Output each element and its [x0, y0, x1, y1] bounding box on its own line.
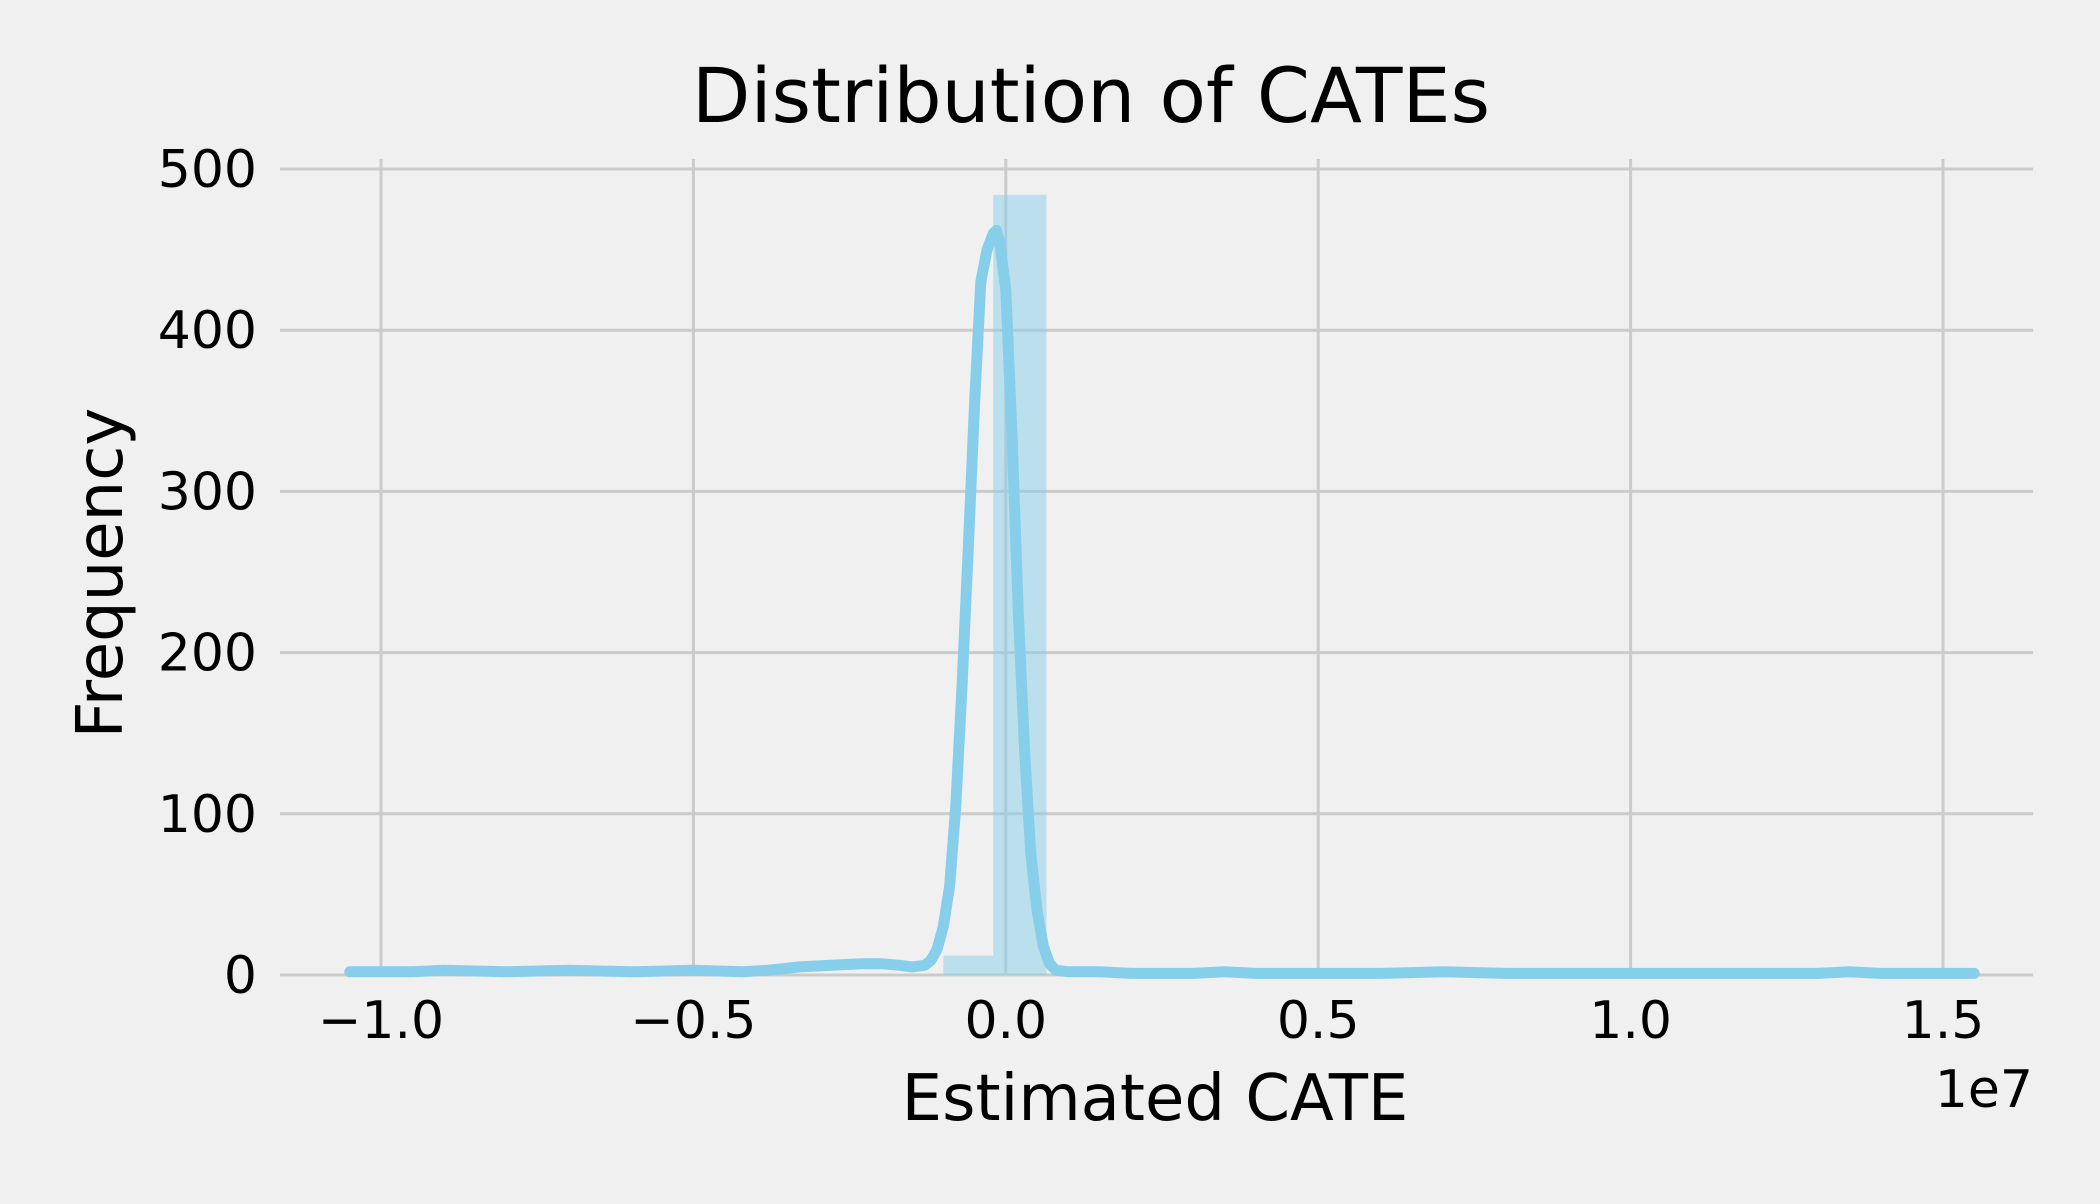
kde-line: [344, 224, 1980, 979]
x-tick-label-1: −0.5: [630, 991, 756, 1051]
chart-title: Distribution of CATEs: [692, 51, 1490, 140]
y-tick-label-2: 200: [158, 624, 257, 684]
kde-curve: [344, 224, 1980, 979]
x-tick-label-3: 0.5: [1277, 991, 1360, 1051]
x-axis-offset-label: 1e7: [1935, 1060, 2033, 1120]
grid: [280, 159, 2033, 977]
y-tick-label-0: 0: [224, 946, 257, 1006]
y-axis-label: Frequency: [64, 408, 138, 739]
y-tick-labels: 0 100 200 300 400 500: [158, 140, 257, 1006]
x-tick-label-2: 0.0: [964, 991, 1047, 1051]
x-tick-label-5: 1.5: [1902, 991, 1985, 1051]
x-tick-labels: −1.0 −0.5 0.0 0.5 1.0 1.5: [318, 991, 1984, 1051]
histogram-bar-0: [943, 955, 994, 975]
y-tick-label-1: 100: [158, 785, 257, 845]
y-tick-label-4: 400: [158, 301, 257, 361]
x-axis-label: Estimated CATE: [902, 1062, 1409, 1136]
y-tick-label-5: 500: [158, 140, 257, 200]
x-tick-label-4: 1.0: [1589, 991, 1672, 1051]
y-tick-label-3: 300: [158, 462, 257, 522]
x-tick-label-0: −1.0: [318, 991, 444, 1051]
